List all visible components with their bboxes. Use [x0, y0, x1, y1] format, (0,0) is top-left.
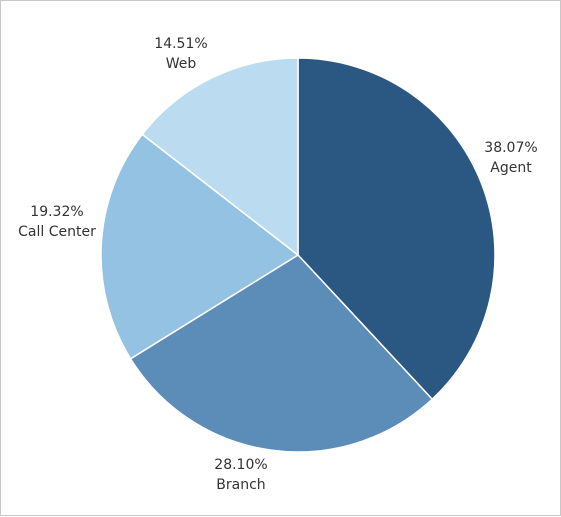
slice-percent-label-branch: 28.10% — [214, 457, 267, 473]
slice-name-label-branch: Branch — [216, 477, 265, 493]
pie-slice-call-center[interactable] — [100, 133, 300, 360]
pie-slice-web[interactable] — [141, 57, 299, 257]
slice-name-label-web: Web — [166, 56, 197, 72]
pie-slice-branch[interactable] — [129, 254, 434, 453]
slice-name-label-call-center: Call Center — [18, 224, 96, 240]
slice-percent-label-agent: 38.07% — [484, 140, 537, 156]
slice-percent-label-web: 14.51% — [154, 36, 207, 52]
slice-name-label-agent: Agent — [490, 160, 532, 176]
slice-percent-label-call-center: 19.32% — [30, 204, 83, 220]
pie-slice-agent[interactable] — [297, 57, 496, 401]
